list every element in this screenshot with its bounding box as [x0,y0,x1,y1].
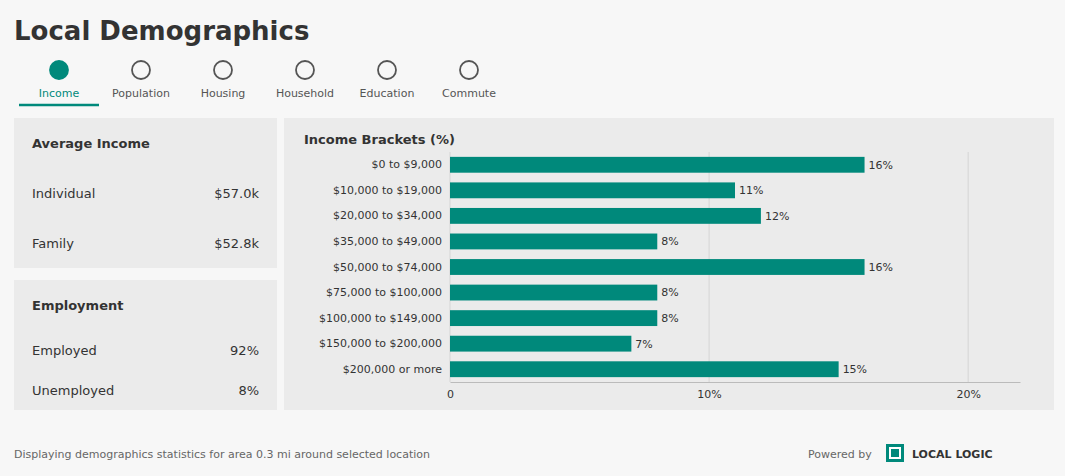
y-tick-label: $100,000 to $149,000 [319,312,442,325]
y-tick-label: $35,000 to $49,000 [333,235,442,248]
data-label: 15% [843,363,867,376]
x-tick: 10% [697,382,721,401]
chart-panel: Income Brackets (%) [284,118,1054,410]
bar [450,157,865,173]
data-label: 7% [635,338,652,351]
x-tick-label: 0 [447,388,454,401]
dashboard: Local Demographics Income Population Housin… [0,0,1065,476]
x-tick: 0 [447,382,454,401]
card-row-label: Individual [32,186,95,201]
card-background [14,118,277,268]
x-tick-label: 20% [956,388,980,401]
nav-icon[interactable] [378,61,396,79]
data-label: 11% [739,184,763,197]
bar [450,208,761,224]
info-card: Average Income Individual $57.0k Family $52.… [14,118,277,268]
nav-icon[interactable] [50,61,68,79]
bar [450,234,657,250]
footer-text: Displaying demographics statistics for a… [14,448,430,461]
grid [450,152,968,382]
background [0,0,1065,476]
y-tick: $0 to $9,000 [371,158,442,171]
card-title: Average Income [32,136,150,151]
logo-inner [891,449,899,457]
y-tick: $150,000 to $200,000 [319,337,442,350]
data-label: 8% [661,235,678,248]
y-tick-label: $10,000 to $19,000 [333,184,442,197]
y-axis: $0 to $9,000 $10,000 to $19,000 $20,000 to… [319,158,442,375]
y-tick: $20,000 to $34,000 [333,209,442,222]
data-labels: 16% 11%12% 8% 16% 8% 8% 7% 15% [635,159,893,376]
card-row-label: Employed [32,343,97,358]
y-tick: $50,000 to $74,000 [333,261,442,274]
logo [886,444,904,462]
bar [450,259,865,275]
powered-by-text: Powered by [808,448,872,461]
page-title: Local Demographics [14,16,309,46]
bars [450,157,865,377]
nav-bar: Income Population Housing Household Educatio… [19,61,496,105]
y-tick: $200,000 or more [343,363,442,376]
data-label: 16% [869,159,893,172]
data-label: 8% [661,312,678,325]
card-row-value: $52.8k [214,236,259,251]
y-tick-label: $75,000 to $100,000 [326,286,442,299]
nav-icon[interactable] [214,61,232,79]
card-row-label: Unemployed [32,383,114,398]
bar [450,310,657,326]
y-tick-label: $50,000 to $74,000 [333,261,442,274]
y-tick-label: $20,000 to $34,000 [333,209,442,222]
x-axis: 0 10% 20% [447,382,1021,401]
y-tick: $100,000 to $149,000 [319,312,442,325]
nav-icon[interactable] [296,61,314,79]
nav-item[interactable]: Housing [201,87,246,100]
logo-outer [886,444,904,462]
bar [450,182,735,198]
data-label: 16% [869,261,893,274]
card-row-label: Family [32,236,74,251]
brand-text: LOCAL LOGIC [912,448,993,461]
card-row-value: $57.0k [214,186,259,201]
y-tick-label: $0 to $9,000 [371,158,442,171]
nav-active-underline [19,104,99,107]
chart-title: Income Brackets (%) [304,132,455,147]
nav-icon[interactable] [132,61,150,79]
nav-icon[interactable] [460,61,478,79]
chart-panel-background [284,118,1054,410]
nav-item[interactable]: Household [276,87,334,100]
card-background [14,280,277,410]
card-title: Employment [32,298,123,313]
bar [450,285,657,301]
y-tick: $75,000 to $100,000 [326,286,442,299]
grid-line [968,152,969,382]
nav-item[interactable]: Income [39,87,80,100]
x-axis-line [451,382,1021,383]
nav-item[interactable]: Education [360,87,415,100]
data-label: 12% [765,210,789,223]
page: Local Demographics Income Population Housin… [0,0,1065,476]
card-row-value: 8% [238,383,259,398]
logo-ring [889,447,901,459]
x-tick-label: 10% [697,388,721,401]
y-tick-label: $150,000 to $200,000 [319,337,442,350]
data-label: 8% [661,286,678,299]
x-tick: 20% [956,382,980,401]
y-tick: $10,000 to $19,000 [333,184,442,197]
bar [450,336,631,352]
y-tick: $35,000 to $49,000 [333,235,442,248]
y-tick-label: $200,000 or more [343,363,442,376]
nav-item[interactable]: Population [112,87,170,100]
nav-item[interactable]: Commute [442,87,496,100]
card-row-value: 92% [230,343,259,358]
bar [450,361,839,377]
info-card: Employment Employed 92% Unemployed 8% [14,280,277,410]
